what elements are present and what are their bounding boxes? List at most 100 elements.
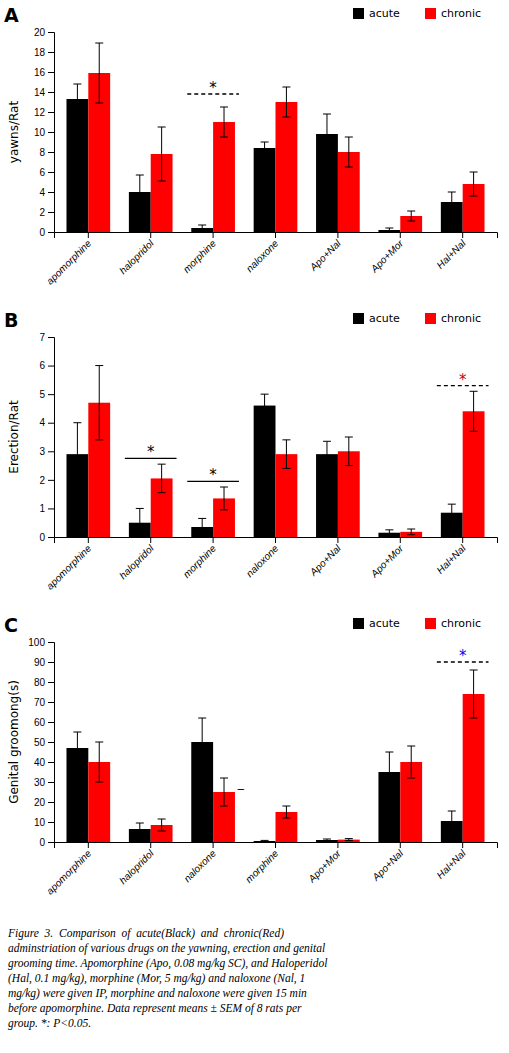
tick-label: 2 <box>39 207 45 218</box>
error-bar-cap <box>95 742 103 743</box>
error-bar-cap <box>95 365 103 366</box>
tick-mark <box>337 537 338 543</box>
error-bar <box>95 366 103 440</box>
tick-mark <box>150 537 151 543</box>
error-bar-stem <box>139 508 140 537</box>
tick: Hal+Nal <box>434 537 468 576</box>
error-bar-stem <box>161 819 162 831</box>
legend-label: acute <box>369 617 400 630</box>
tick: 0 <box>39 532 54 543</box>
error-bar-cap <box>220 509 228 510</box>
tick-mark <box>48 92 54 93</box>
tick-mark <box>48 423 54 424</box>
series <box>66 718 462 842</box>
error-bar-cap <box>220 778 228 779</box>
tick-mark <box>48 537 54 538</box>
caption-line: mg/kg) were given IP, morphine and nalox… <box>8 987 307 1000</box>
tick-mark <box>337 232 338 238</box>
bar <box>316 454 338 537</box>
error-bar <box>198 518 206 535</box>
series <box>66 394 462 537</box>
tick-label: apomorphine <box>44 542 93 591</box>
tick-label: 3 <box>39 446 45 457</box>
legend: acute chronic <box>353 617 481 630</box>
error-bar-stem <box>389 530 390 536</box>
tick-label: 1 <box>39 503 45 514</box>
error-bar-cap <box>198 225 206 226</box>
error-bar-cap <box>407 534 415 535</box>
bar <box>276 102 298 232</box>
tick-mark <box>462 842 463 848</box>
error-bar-cap <box>136 835 144 836</box>
legend: acutechronic <box>353 312 481 325</box>
error-bar-cap <box>345 465 353 466</box>
panel: 0102030405060708090100apomorphinehalopri… <box>4 614 498 897</box>
error-bar-cap <box>470 172 478 173</box>
tick-label: 0 <box>39 532 45 543</box>
error-bar-cap <box>136 508 144 509</box>
error-bar-cap <box>95 103 103 104</box>
y-axis-title: Genital groomong(s) <box>7 680 21 804</box>
error-bar-stem <box>348 437 349 466</box>
tick: apomorphine <box>44 232 93 287</box>
annotation: * <box>209 79 217 97</box>
error-bar-cap <box>261 154 269 155</box>
error-bar-stem <box>161 127 162 181</box>
bar <box>316 840 338 842</box>
tick: morphine <box>243 842 281 885</box>
tick-mark <box>337 842 338 848</box>
tick: 14 <box>34 87 54 98</box>
error-bar-cap <box>282 439 290 440</box>
axis-line <box>55 843 498 849</box>
error-bar-cap <box>407 211 415 212</box>
error-bar <box>158 819 166 831</box>
tick-mark <box>88 537 89 543</box>
error-bar-stem <box>411 211 412 221</box>
error-bar-cap <box>385 752 393 753</box>
tick-label: 14 <box>34 87 46 98</box>
error-bar-cap <box>261 841 269 842</box>
error-bar-cap <box>198 231 206 232</box>
tick: Apo+Mor <box>368 232 406 275</box>
panel-label: A <box>4 4 19 26</box>
tick: 10 <box>34 127 54 138</box>
error-bar-cap <box>345 137 353 138</box>
error-bar <box>95 43 103 103</box>
legend: acutechronic <box>353 7 481 20</box>
tick: 0 <box>39 227 54 238</box>
axis-line <box>55 233 498 239</box>
tick-mark <box>48 52 54 53</box>
tick-label: 20 <box>34 797 46 808</box>
tick-label: 10 <box>34 127 46 138</box>
error-bar-stem <box>326 114 327 154</box>
error-bar-cap <box>470 196 478 197</box>
tick-label: apomorphine <box>44 847 93 896</box>
bar <box>254 148 276 232</box>
error-bar-stem <box>202 518 203 535</box>
error-bar-cap <box>385 535 393 536</box>
tick: 2 <box>39 475 54 486</box>
legend-swatch <box>353 8 364 19</box>
error-bar-cap <box>220 107 228 108</box>
y-axis-title: yawns/Rat <box>7 101 21 164</box>
error-bar-cap <box>158 831 166 832</box>
legend-swatch <box>353 313 364 324</box>
tick: 1 <box>39 503 54 514</box>
error-bar-stem <box>264 142 265 154</box>
tick-mark <box>48 702 54 703</box>
tick: halopridol <box>117 232 156 276</box>
panel-label: B <box>4 309 18 331</box>
legend-item: chronic <box>425 312 481 325</box>
bar <box>254 406 276 537</box>
error-bar-cap <box>345 167 353 168</box>
legend-item: acute <box>353 617 400 630</box>
legend-label: chronic <box>441 617 481 630</box>
tick: Apo+Nal <box>369 842 405 883</box>
error-bar-cap <box>261 840 269 841</box>
tick: 2 <box>39 207 54 218</box>
error-bar <box>220 107 228 137</box>
caption-line: before apomorphine. Data represent means… <box>8 1002 302 1015</box>
tick-mark <box>213 232 214 238</box>
error-bar <box>448 504 456 521</box>
error-bar-cap <box>198 518 206 519</box>
